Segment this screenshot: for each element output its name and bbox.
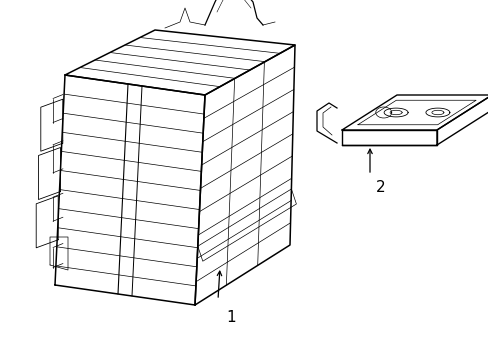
Polygon shape xyxy=(50,237,68,270)
Polygon shape xyxy=(36,196,58,248)
Polygon shape xyxy=(55,75,204,305)
Polygon shape xyxy=(41,99,62,151)
Polygon shape xyxy=(341,130,436,145)
Polygon shape xyxy=(195,45,294,305)
Text: 2: 2 xyxy=(375,180,385,195)
Polygon shape xyxy=(197,189,296,261)
Polygon shape xyxy=(65,30,294,95)
Polygon shape xyxy=(39,148,61,199)
Polygon shape xyxy=(436,95,488,145)
Polygon shape xyxy=(341,95,488,130)
Text: 1: 1 xyxy=(225,310,235,325)
